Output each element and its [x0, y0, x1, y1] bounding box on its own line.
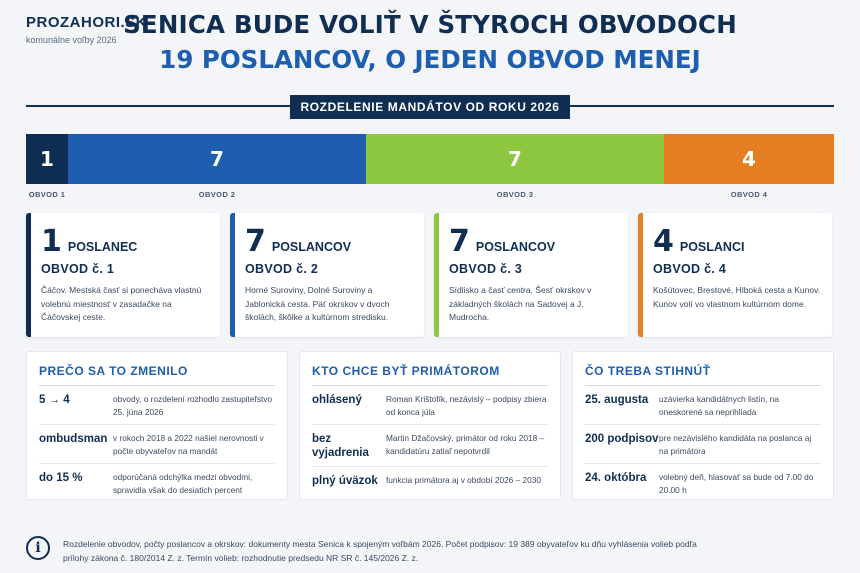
fact-value: Roman Krištofík, nezávislý – podpisy zbi… — [386, 394, 547, 417]
district-card-3: 7 POSLANCOV OBVOD č. 3 Sídlisko a časť ce… — [434, 213, 628, 337]
fact-value: volebný deň, hlasovať sa bude od 7.00 do… — [659, 472, 814, 495]
fact-row: plný úväzok funkcia primátora aj v období… — [312, 467, 548, 494]
fact-row: 25. augusta uzávierka kandidátnych listín… — [585, 386, 821, 425]
footer-note: i Rozdelenie obvodov, počty poslancov a … — [26, 536, 834, 566]
panel-divider — [312, 385, 548, 386]
fact-key: bez vyjadrenia — [312, 433, 369, 459]
seats-label-obvod-4: OBVOD 4 — [730, 190, 768, 199]
card-district-title: OBVOD č. 4 — [653, 262, 727, 276]
fact-row: 200 podpisov pre nezávislého kandidáta na… — [585, 425, 821, 464]
fact-key: 5 → 4 — [39, 394, 70, 406]
fact-value: odporúčaná odchýlka medzi obvodmi, sprav… — [113, 472, 253, 495]
card-description: Sídlisko a časť centra. Šesť okrskov v z… — [449, 285, 592, 322]
panel-title: PREČO SA TO ZMENILO — [39, 364, 188, 378]
fact-value: pre nezávislého kandidáta na poslanca aj… — [659, 433, 812, 456]
card-district-title: OBVOD č. 3 — [449, 262, 523, 276]
fact-key: do 15 % — [39, 472, 83, 484]
seats-segment-obvod-4: 4 — [664, 134, 834, 184]
panel-why-changed: PREČO SA TO ZMENILO 5 → 4 obvody, o rozde… — [26, 351, 288, 500]
district-cards: 1 POSLANEC OBVOD č. 1 Čáčov. Mestská časť… — [26, 213, 834, 337]
seats-bar: 1 7 7 4 — [26, 134, 834, 184]
fact-key: ohlásený — [312, 394, 362, 406]
fact-key: 24. októbra — [585, 472, 647, 484]
fact-row: 24. októbra volebný deň, hlasovať sa bude… — [585, 464, 821, 502]
fact-key: plný úväzok — [312, 475, 378, 487]
headline-line-2: 19 POSLANCOV, O JEDEN OBVOD MENEJ — [159, 45, 701, 74]
seats-label-obvod-1: OBVOD 1 — [28, 190, 66, 199]
card-seat-count: 1 — [41, 224, 62, 259]
brand-name[interactable]: PROZAHORI.SK — [26, 14, 148, 31]
fact-key: ombudsman — [39, 433, 108, 445]
card-description: Horné Suroviny, Dolné Suroviny a Jabloni… — [245, 285, 390, 322]
seats-label-obvod-3: OBVOD 3 — [496, 190, 534, 199]
panel-mayor-candidates: KTO CHCE BYŤ PRIMÁTOROM ohlásený Roman Kr… — [299, 351, 561, 500]
seats-segment-obvod-3: 7 — [366, 134, 664, 184]
card-description: Košútovec, Brestové, Hlboká cesta a Kuno… — [653, 285, 821, 309]
brand-subtitle: komunálne voľby 2026 — [26, 35, 117, 45]
card-seat-unit: POSLANCOV — [475, 240, 556, 254]
fact-value: v rokoch 2018 a 2022 našiel nerovnosti v… — [113, 433, 264, 456]
card-seat-unit: POSLANEC — [67, 240, 138, 254]
district-card-4: 4 POSLANCI OBVOD č. 4 Košútovec, Brestové… — [638, 213, 832, 337]
panel-divider — [39, 385, 275, 386]
fact-key: 25. augusta — [585, 394, 649, 406]
fact-row: ombudsman v rokoch 2018 a 2022 našiel ner… — [39, 425, 275, 464]
brand: PROZAHORI.SK komunálne voľby 2026 — [26, 14, 147, 45]
footer-text: Rozdelenie obvodov, počty poslancov a ok… — [63, 539, 697, 563]
fact-row: 5 → 4 obvody, o rozdelení rozhodlo zastup… — [39, 386, 275, 425]
fact-value: obvody, o rozdelení rozhodlo zastupiteľs… — [113, 394, 273, 417]
card-seat-count: 7 — [449, 224, 470, 259]
info-icon: i — [26, 536, 50, 560]
card-seat-count: 4 — [653, 224, 674, 259]
section-label: ROZDELENIE MANDÁTOV OD ROKU 2026 — [290, 95, 570, 119]
fact-row: ohlásený Roman Krištofík, nezávislý – pod… — [312, 386, 548, 425]
fact-row: do 15 % odporúčaná odchýlka medzi obvodmi… — [39, 464, 275, 502]
fact-value: uzávierka kandidátnych listín, na onesko… — [659, 394, 779, 417]
panel-title: KTO CHCE BYŤ PRIMÁTOROM — [312, 364, 500, 378]
fact-value: funkcia primátora aj v období 2026 – 203… — [386, 475, 541, 485]
panel-title: ČO TREBA STIHNÚŤ — [585, 364, 711, 378]
card-seat-unit: POSLANCOV — [271, 240, 352, 254]
card-district-title: OBVOD č. 2 — [245, 262, 319, 276]
card-seat-count: 7 — [245, 224, 266, 259]
district-card-2: 7 POSLANCOV OBVOD č. 2 Horné Suroviny, Do… — [230, 213, 424, 337]
card-description: Čáčov. Mestská časť si ponecháva vlastnú… — [41, 285, 202, 322]
fact-row: bez vyjadrenia Martin Džačovský, primátor… — [312, 425, 548, 467]
fact-key: 200 podpisov — [585, 433, 659, 445]
seats-segment-obvod-1: 1 — [26, 134, 68, 184]
headline-line-1: SENICA BUDE VOLIŤ V ŠTYROCH OBVODOCH — [123, 10, 737, 39]
panel-deadlines: ČO TREBA STIHNÚŤ 25. augusta uzávierka ka… — [572, 351, 834, 500]
seats-bar-labels: OBVOD 1 OBVOD 2 OBVOD 3 OBVOD 4 — [26, 190, 834, 202]
panel-divider — [585, 385, 821, 386]
seats-segment-obvod-2: 7 — [68, 134, 366, 184]
district-card-1: 1 POSLANEC OBVOD č. 1 Čáčov. Mestská časť… — [26, 213, 220, 337]
card-district-title: OBVOD č. 1 — [41, 262, 115, 276]
card-seat-unit: POSLANCI — [679, 240, 745, 254]
seats-label-obvod-2: OBVOD 2 — [198, 190, 236, 199]
headline: SENICA BUDE VOLIŤ V ŠTYROCH OBVODOCH 19 … — [0, 10, 860, 74]
fact-value: Martin Džačovský, primátor od roku 2018 … — [386, 433, 545, 456]
